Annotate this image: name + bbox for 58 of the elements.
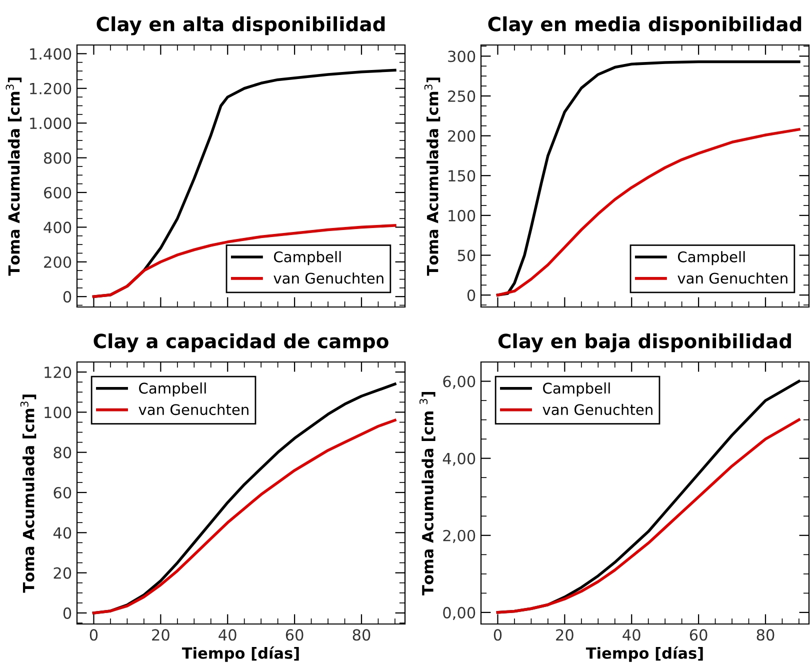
x-axis-title: Tiempo [días] — [586, 646, 703, 662]
x-axis-title: Tiempo [días] — [182, 646, 299, 662]
y-tick-label: 4,00 — [442, 452, 476, 466]
y-tick-label: 1.000 — [30, 118, 72, 130]
y-tick-label: 2,00 — [443, 530, 476, 543]
y-tick-label: 20 — [54, 567, 72, 579]
y-tick-label: 100 — [44, 406, 72, 418]
y-axis-title: Toma Acumulada [cm$^{3}$] — [6, 78, 22, 276]
y-axis-title: Toma Acumulada [cm$^{3}$] — [20, 394, 36, 593]
chart-title: Clay en alta disponibilidad — [96, 16, 385, 36]
x-tick-label: 60 — [690, 629, 708, 641]
y-tick-label: 100 — [448, 210, 476, 222]
y-tick-label: 400 — [44, 222, 72, 234]
y-tick-label: 200 — [448, 130, 476, 142]
y-tick-label: 1.200 — [30, 82, 72, 94]
y-tick-label: 50 — [458, 250, 476, 262]
x-tick-label: 0 — [494, 629, 502, 641]
y-tick-label: 120 — [44, 366, 72, 378]
legend-label: Campbell — [678, 251, 745, 266]
chart-title: Clay en media disponibilidad — [488, 16, 802, 36]
y-tick-label: 300 — [448, 50, 476, 62]
y-tick-label: 0 — [63, 291, 72, 303]
y-tick-label: 0 — [63, 607, 72, 619]
y-tick-label: 150 — [448, 170, 476, 182]
legend-label: Campbell — [139, 382, 206, 397]
chart-title: Clay en baja disponibilidad — [498, 333, 791, 352]
x-tick-label: 20 — [152, 629, 170, 641]
y-axis-title: Toma Acumulada [cm$^{3}$] — [424, 78, 440, 276]
y-tick-label: 800 — [44, 152, 72, 164]
x-tick-label: 0 — [90, 629, 98, 641]
x-tick-label: 80 — [352, 629, 370, 641]
y-tick-label: 0 — [467, 290, 476, 302]
legend-label: Campbell — [274, 251, 341, 266]
y-tick-label: 600 — [44, 186, 72, 199]
y-tick-label: 250 — [448, 90, 476, 102]
y-tick-label: 6,00 — [443, 376, 476, 389]
legend-label: van Genuchten — [138, 404, 248, 416]
legend-label: van Genuchten — [274, 272, 384, 284]
x-tick-label: 20 — [556, 629, 574, 641]
y-tick-label: 200 — [44, 256, 72, 268]
line-series — [92, 224, 396, 298]
line-series — [496, 418, 800, 614]
line-series — [496, 128, 800, 296]
y-tick-label: 1.400 — [30, 48, 72, 60]
x-tick-label: 80 — [756, 629, 774, 641]
x-tick-label: 40 — [622, 629, 640, 641]
y-tick-label: 40 — [53, 527, 72, 539]
x-tick-label: 60 — [286, 629, 304, 641]
legend-label: Campbell — [543, 382, 610, 397]
y-tick-label: 0,00 — [443, 606, 476, 620]
legend-label: van Genuchten — [542, 404, 652, 416]
y-axis-title: Toma Acumulada [cm $^{3}$] — [419, 392, 436, 596]
chart-title: Clay a capacidad de campo — [94, 333, 388, 352]
y-tick-label: 60 — [54, 486, 72, 499]
line-series — [92, 418, 396, 614]
y-tick-label: 80 — [54, 446, 72, 458]
x-tick-label: 40 — [218, 629, 236, 641]
legend-label: van Genuchten — [678, 272, 788, 284]
